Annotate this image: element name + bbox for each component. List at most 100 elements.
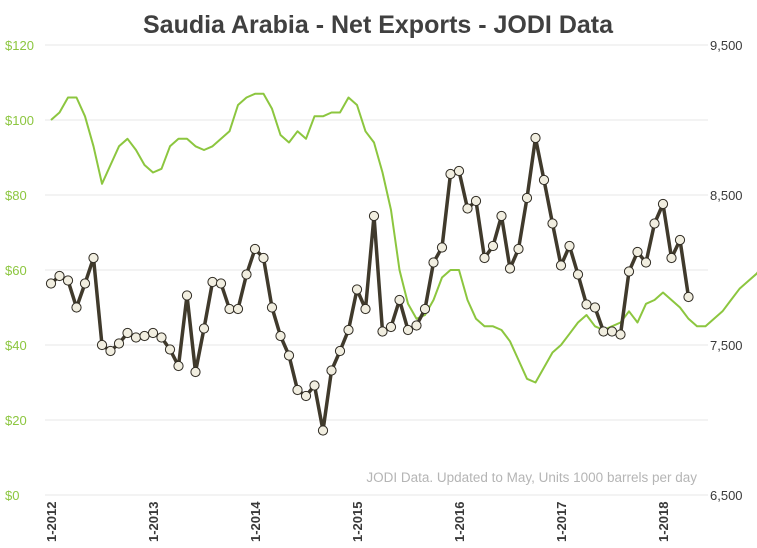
- x-tick-label: 1-2018: [656, 502, 671, 542]
- x-tick-label: 1-2013: [146, 502, 161, 542]
- data-point: [521, 192, 533, 204]
- data-point: [462, 203, 473, 214]
- data-point: [292, 384, 303, 396]
- data-point: [615, 329, 626, 340]
- data-point: [564, 240, 575, 252]
- data-point: [555, 260, 567, 271]
- left-tick-label: $100: [5, 113, 34, 128]
- data-point: [445, 168, 456, 180]
- data-point: [623, 266, 635, 277]
- data-point: [79, 278, 91, 289]
- data-point: [224, 303, 235, 315]
- data-point: [377, 326, 388, 337]
- data-point: [538, 174, 550, 186]
- data-point: [309, 380, 320, 391]
- x-axis: 1-2012 1-2013 1-2014 1-2015 1-2016 1-2017 1-20…: [44, 501, 671, 542]
- x-tick-label: 1-2017: [554, 502, 569, 542]
- chart-annotation: JODI Data. Updated to May, Units 1000 ba…: [366, 470, 697, 485]
- x-tick-label: 1-2016: [452, 502, 467, 542]
- data-point: [360, 303, 371, 315]
- data-point: [632, 246, 643, 258]
- plot-area: [45, 92, 757, 436]
- data-point: [598, 326, 609, 337]
- data-point: [198, 323, 210, 334]
- data-point: [368, 210, 380, 222]
- data-point: [113, 338, 125, 349]
- data-point: [572, 269, 584, 280]
- grid: [45, 44, 708, 496]
- data-point: [470, 195, 482, 207]
- data-point: [657, 198, 669, 210]
- right-tick-label: 7,500: [710, 338, 743, 353]
- data-point: [411, 320, 422, 331]
- data-point: [666, 252, 677, 264]
- data-point: [249, 243, 261, 255]
- data-point: [513, 243, 524, 255]
- data-point: [45, 278, 57, 289]
- data-point: [504, 263, 516, 274]
- left-tick-label: $40: [5, 338, 27, 353]
- data-point: [394, 294, 405, 306]
- data-point: [385, 321, 397, 333]
- data-point: [54, 270, 65, 282]
- data-point: [88, 252, 99, 264]
- left-tick-label: $60: [5, 263, 27, 278]
- data-point: [428, 257, 439, 268]
- data-point: [317, 425, 329, 436]
- data-point: [71, 302, 82, 313]
- data-point: [173, 360, 184, 372]
- data-point: [300, 390, 312, 402]
- data-point: [258, 252, 269, 264]
- data-point: [215, 278, 227, 289]
- left-tick-label: $20: [5, 413, 27, 428]
- data-point: [283, 350, 295, 361]
- x-tick-label: 1-2012: [44, 502, 59, 542]
- data-point: [334, 345, 346, 357]
- data-point: [487, 240, 499, 252]
- data-point: [241, 269, 252, 280]
- data-point: [207, 276, 218, 288]
- data-point: [232, 303, 244, 315]
- data-point: [105, 345, 116, 357]
- right-tick-label: 6,500: [710, 488, 743, 503]
- right-tick-label: 9,500: [710, 38, 743, 53]
- series-line-exports: [49, 136, 691, 433]
- data-point: [581, 299, 592, 310]
- data-point: [96, 339, 108, 351]
- data-point: [640, 257, 652, 268]
- data-point: [453, 165, 465, 177]
- data-point: [496, 210, 507, 222]
- data-point: [683, 291, 694, 303]
- data-point: [326, 365, 337, 376]
- data-point: [266, 302, 278, 313]
- data-point: [62, 275, 74, 286]
- data-point: [164, 344, 176, 355]
- data-point: [275, 330, 286, 342]
- left-tick-label: $0: [5, 488, 19, 503]
- data-point: [190, 366, 201, 378]
- data-point: [419, 303, 431, 315]
- chart-title: Saudia Arabia - Net Exports - JODI Data: [143, 11, 614, 39]
- left-tick-label: $120: [5, 38, 34, 53]
- right-axis: 6,500 7,500 8,500 9,500: [710, 38, 743, 503]
- data-point: [351, 284, 363, 295]
- data-point: [122, 327, 133, 339]
- data-point: [402, 324, 414, 336]
- data-point: [530, 132, 541, 144]
- data-point: [343, 324, 354, 336]
- x-tick-label: 1-2015: [350, 502, 365, 542]
- left-tick-label: $80: [5, 188, 27, 203]
- data-point: [479, 252, 490, 264]
- data-point: [147, 327, 159, 339]
- data-point: [139, 330, 150, 342]
- data-point: [130, 332, 142, 343]
- data-point: [674, 234, 686, 246]
- data-point: [547, 218, 558, 229]
- data-point: [606, 326, 618, 337]
- x-tick-label: 1-2014: [248, 501, 263, 542]
- data-point: [589, 302, 601, 313]
- data-point: [649, 218, 660, 229]
- right-tick-label: 8,500: [710, 188, 743, 203]
- data-point: [181, 290, 193, 301]
